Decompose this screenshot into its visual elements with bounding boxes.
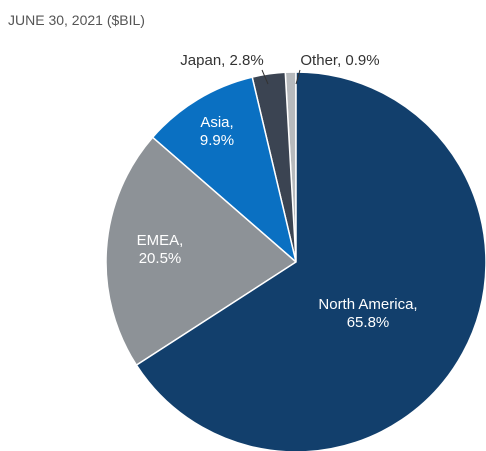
pie-slice — [135, 71, 486, 451]
pie-slice — [151, 76, 298, 265]
slice-label: North America, 65.8% — [318, 296, 418, 331]
slice-label: EMEA, 20.5% — [136, 232, 184, 267]
slice-label: Asia, 9.9% — [199, 114, 235, 149]
slice-label: Japan, 2.8% — [180, 52, 264, 69]
leader-line — [261, 69, 269, 85]
pie-slice — [105, 136, 298, 367]
slice-label: Other, 0.9% — [300, 52, 380, 69]
leader-line — [295, 69, 301, 85]
chart-title: JUNE 30, 2021 ($BIL) — [8, 12, 145, 28]
